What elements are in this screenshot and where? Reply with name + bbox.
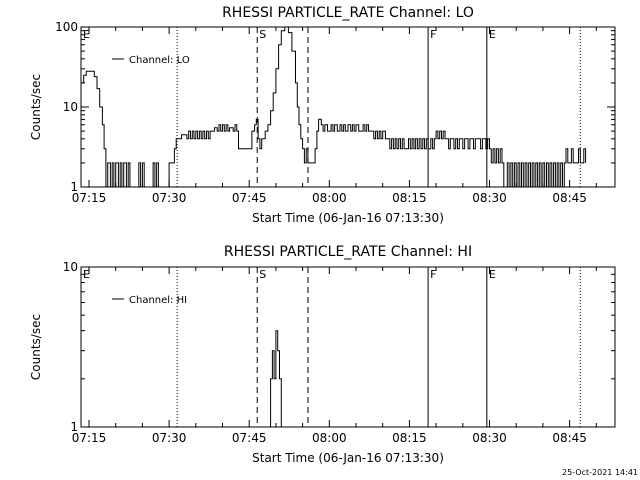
x-tick-label: 07:45	[232, 191, 267, 205]
y-tick-label: 10	[63, 260, 78, 274]
event-marker-label: F	[430, 268, 436, 281]
y-tick-label: 10	[63, 100, 78, 114]
x-tick-label: 08:15	[392, 191, 427, 205]
y-tick-label: 1	[70, 420, 78, 434]
series-line	[267, 330, 282, 427]
event-marker-label: E	[83, 268, 90, 281]
x-tick-label: 08:00	[312, 431, 347, 445]
plot-frame	[80, 266, 616, 428]
y-tick-label: 100	[55, 20, 78, 34]
x-tick-label: 07:45	[232, 431, 267, 445]
x-tick-label: 08:15	[392, 431, 427, 445]
x-tick-label: 08:45	[552, 431, 587, 445]
x-tick-label: 08:30	[472, 191, 507, 205]
x-tick-label: 08:45	[552, 191, 587, 205]
event-marker-label: E	[83, 28, 90, 41]
chart-panel-1: RHESSI PARTICLE_RATE Channel: LO 07:15 07:…	[29, 5, 616, 225]
y-tick-label: 1	[70, 180, 78, 194]
x-axis-label: Start Time (06-Jan-16 07:13:30)	[252, 211, 444, 225]
x-tick-label: 07:30	[152, 191, 187, 205]
y-axis-label: Counts/sec	[29, 314, 43, 380]
x-tick-label: 07:30	[152, 431, 187, 445]
event-marker-label: S	[259, 268, 266, 281]
y-axis-label: Counts/sec	[29, 74, 43, 140]
event-marker-label: F	[430, 28, 436, 41]
x-tick-label: 07:15	[72, 191, 107, 205]
series-line	[81, 27, 587, 187]
x-axis-label: Start Time (06-Jan-16 07:13:30)	[252, 451, 444, 465]
x-tick-label: 07:15	[72, 431, 107, 445]
event-marker-label: E	[489, 268, 496, 281]
chart-title: RHESSI PARTICLE_RATE Channel: HI	[224, 244, 472, 260]
chart-title: RHESSI PARTICLE_RATE Channel: LO	[222, 5, 474, 21]
x-tick-label: 08:30	[472, 431, 507, 445]
plot-frame	[80, 26, 616, 188]
legend-entry: Channel: LO	[129, 55, 190, 66]
chart-panel-2: RHESSI PARTICLE_RATE Channel: HI 07:15 07:…	[29, 244, 616, 465]
footer-timestamp: 25-Oct-2021 14:41	[562, 468, 638, 477]
event-marker-label: S	[259, 28, 266, 41]
x-tick-label: 08:00	[312, 191, 347, 205]
event-marker-label: E	[489, 28, 496, 41]
legend-entry: Channel: HI	[129, 295, 187, 306]
